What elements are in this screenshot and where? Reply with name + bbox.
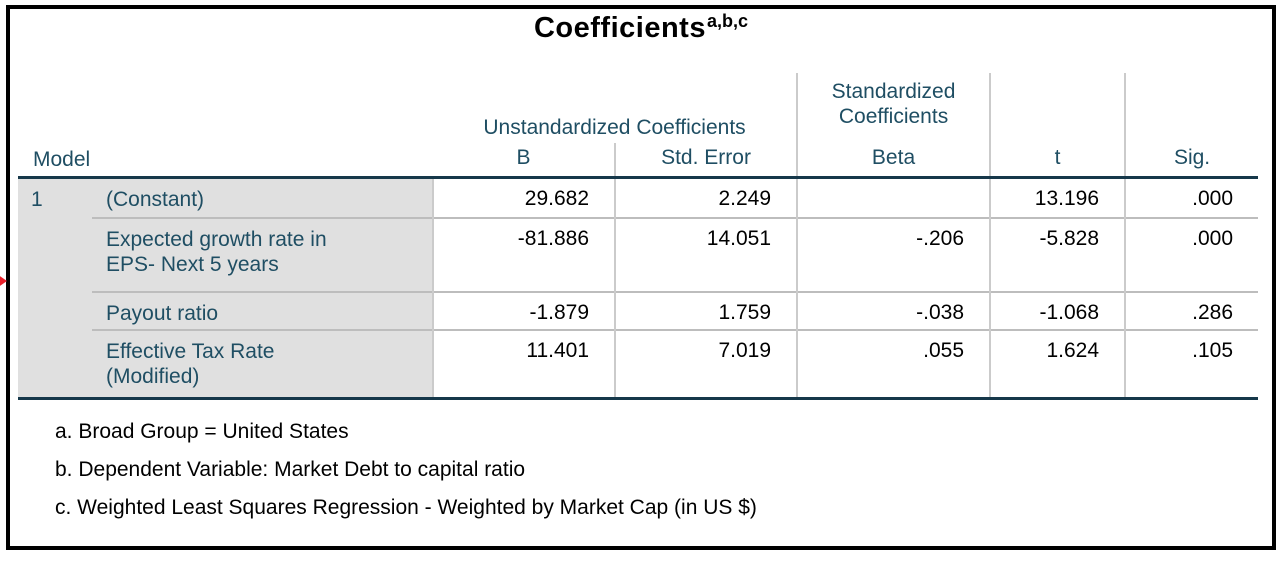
cell-sig: .000 [1124,217,1259,292]
cell-t: -1.068 [989,291,1126,330]
cell-b: -1.879 [432,291,616,330]
column-header-beta: Beta [796,143,991,179]
row-label: Expected growth rate in EPS- Next 5 year… [92,217,434,292]
cell-sig: .105 [1124,329,1259,400]
column-header-sig: Sig. [1124,73,1259,179]
column-header-t: t [989,73,1126,179]
table-row-effective-tax-rate: Effective Tax Rate (Modified) 11.401 7.0… [18,329,1259,400]
table-row-constant: 1 (Constant) 29.682 2.249 13.196 .000 [18,177,1259,400]
footnote-b: b. Dependent Variable: Market Debt to ca… [55,458,526,481]
model-column-header: Model [18,73,434,179]
cell-b: -81.886 [432,217,616,292]
header-columns-row: B Std. Error Beta [18,143,1258,179]
cell-std-error: 7.019 [614,329,798,400]
table-title-footnote-marks: a,b,c [706,11,748,31]
red-selection-arrow-icon [0,272,7,290]
cell-sig: .000 [1124,177,1259,218]
table-row-expected-growth: Expected growth rate in EPS- Next 5 year… [18,217,1259,292]
cell-b: 29.682 [432,177,616,218]
row-label: Payout ratio [92,291,434,330]
table-row-payout-ratio: Payout ratio -1.879 1.759 -.038 -1.068 .… [18,291,1259,330]
table-title-text: Coefficients [533,12,706,44]
cell-t: 1.624 [989,329,1126,400]
cell-t: -5.828 [989,217,1126,292]
row-label: (Constant) [92,177,434,218]
cell-beta: .055 [796,329,991,400]
unstandardized-coefficients-group-header: Unstandardized Coefficients [483,116,746,139]
table-title: Coefficientsa,b,c [0,11,1282,45]
cell-sig: .286 [1124,291,1259,330]
cell-std-error: 1.759 [614,291,798,330]
standardized-coefficients-group-header: Standardized Coefficients [796,73,991,143]
cell-std-error: 2.249 [614,177,798,218]
header-group-row: Model Unstandardized Coefficients Standa… [18,73,1259,179]
model-number-cell: 1 [18,177,92,400]
cell-t: 13.196 [989,177,1126,218]
cell-b: 11.401 [432,329,616,400]
footnotes: a. Broad Group = United States b. Depend… [55,419,757,533]
cell-beta [796,177,991,218]
column-header-b: B [433,143,616,179]
coefficients-table[interactable]: Model Unstandardized Coefficients Standa… [18,73,1259,400]
footnote-a: a. Broad Group = United States [55,420,349,443]
row-label: Effective Tax Rate (Modified) [92,329,434,400]
cell-std-error: 14.051 [614,217,798,292]
cell-beta: -.206 [796,217,991,292]
footnote-c: c. Weighted Least Squares Regression - W… [55,496,757,519]
column-header-std-error: Std. Error [614,143,798,179]
cell-beta: -.038 [796,291,991,330]
